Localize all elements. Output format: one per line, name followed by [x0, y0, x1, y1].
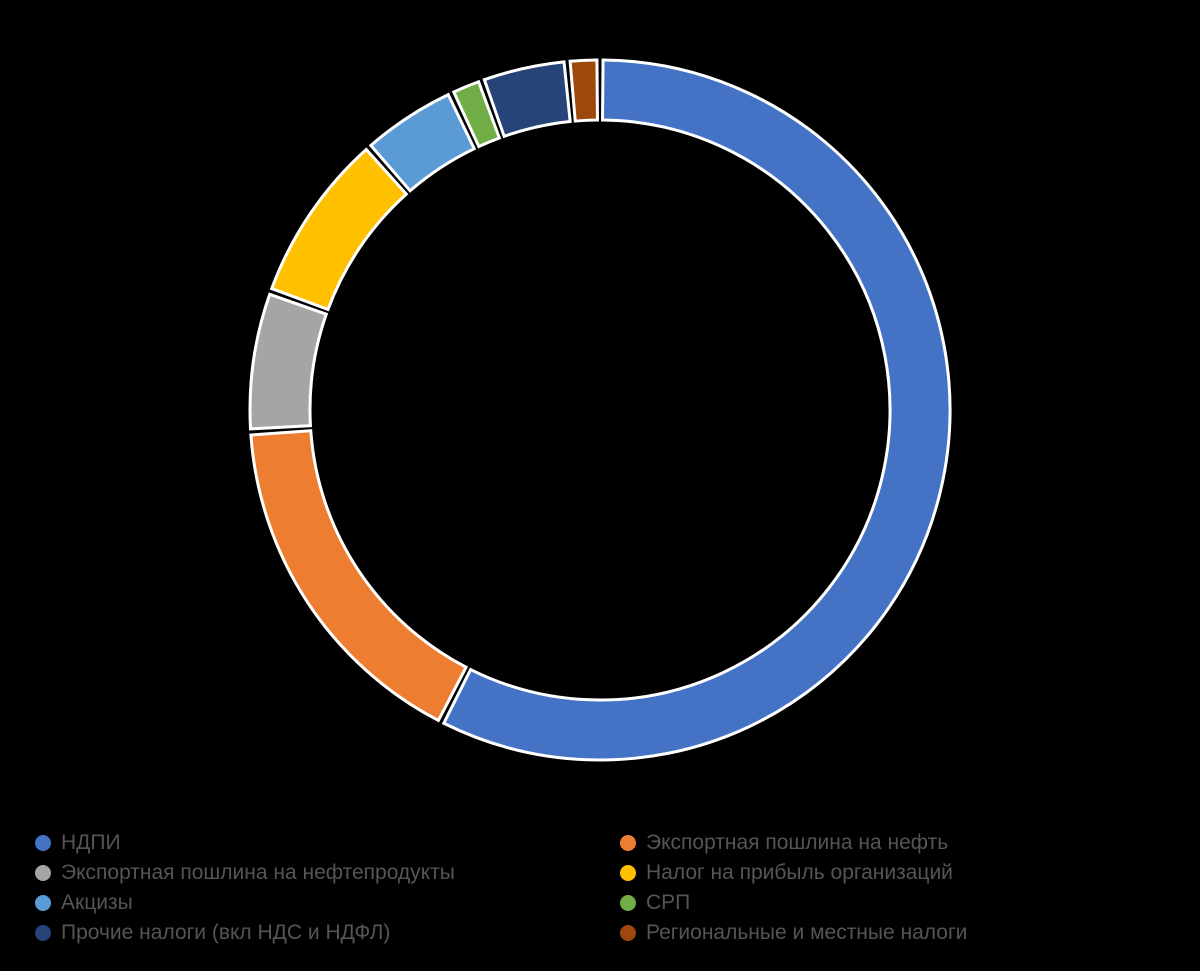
legend-item: Региональные и местные налоги: [620, 920, 1165, 946]
legend-column-right: Экспортная пошлина на нефть Налог на приб…: [620, 830, 1165, 946]
legend-label: НДПИ: [61, 831, 121, 855]
donut-slice: [251, 431, 466, 721]
legend-label: Экспортная пошлина на нефть: [646, 831, 948, 855]
legend-item: НДПИ: [35, 830, 580, 856]
legend-marker: [620, 925, 636, 941]
legend-item: Акцизы: [35, 890, 580, 916]
legend-marker: [620, 835, 636, 851]
donut-slice: [250, 294, 326, 429]
chart-legend: НДПИ Экспортная пошлина на нефтепродукты А…: [35, 830, 1165, 946]
legend-label: Налог на прибыль организаций: [646, 861, 953, 885]
legend-marker: [35, 925, 51, 941]
legend-item: Налог на прибыль организаций: [620, 860, 1165, 886]
legend-marker: [620, 895, 636, 911]
legend-item: Экспортная пошлина на нефть: [620, 830, 1165, 856]
legend-label: СРП: [646, 891, 690, 915]
legend-item: Прочие налоги (вкл НДС и НДФЛ): [35, 920, 580, 946]
legend-label: Прочие налоги (вкл НДС и НДФЛ): [61, 921, 390, 945]
legend-item: СРП: [620, 890, 1165, 916]
legend-marker: [35, 865, 51, 881]
donut-slice: [484, 62, 570, 136]
legend-label: Акцизы: [61, 891, 133, 915]
donut-slice: [272, 149, 407, 309]
legend-label: Региональные и местные налоги: [646, 921, 967, 945]
legend-item: Экспортная пошлина на нефтепродукты: [35, 860, 580, 886]
legend-marker: [35, 895, 51, 911]
legend-marker: [620, 865, 636, 881]
donut-chart: [240, 50, 960, 770]
legend-label: Экспортная пошлина на нефтепродукты: [61, 861, 455, 885]
legend-column-left: НДПИ Экспортная пошлина на нефтепродукты А…: [35, 830, 580, 946]
donut-slice: [570, 60, 597, 121]
legend-marker: [35, 835, 51, 851]
donut-slice: [444, 60, 950, 760]
